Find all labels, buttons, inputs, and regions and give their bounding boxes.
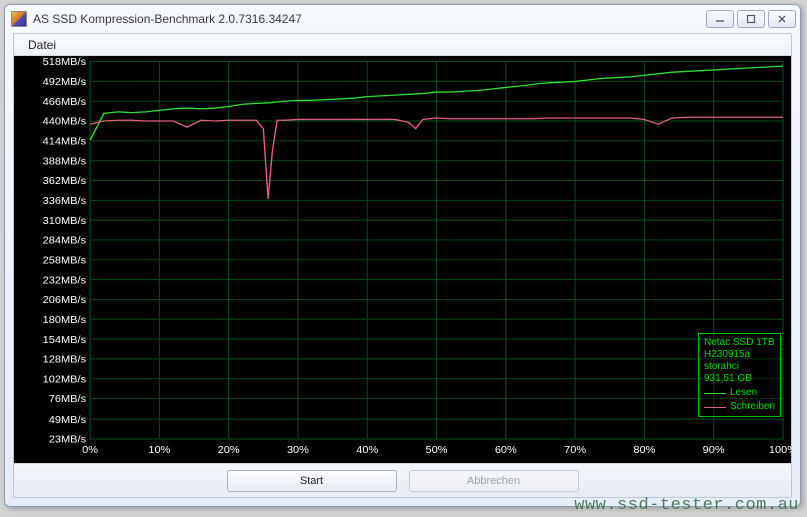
svg-text:336MB/s: 336MB/s — [43, 195, 86, 207]
svg-text:466MB/s: 466MB/s — [43, 96, 86, 108]
svg-text:76MB/s: 76MB/s — [49, 394, 86, 406]
svg-text:70%: 70% — [564, 444, 587, 456]
svg-text:362MB/s: 362MB/s — [43, 176, 86, 188]
svg-text:10%: 10% — [148, 444, 171, 456]
svg-text:128MB/s: 128MB/s — [43, 354, 86, 366]
close-icon — [777, 14, 787, 24]
svg-text:440MB/s: 440MB/s — [43, 116, 86, 128]
info-device-name: Netac SSD 1TB — [704, 337, 775, 349]
minimize-button[interactable] — [706, 10, 734, 28]
svg-text:100%: 100% — [769, 444, 791, 456]
svg-text:258MB/s: 258MB/s — [43, 255, 86, 267]
watermark: www.ssd-tester.com.au — [574, 496, 799, 515]
svg-text:154MB/s: 154MB/s — [43, 334, 86, 346]
info-capacity: 931,51 GB — [704, 373, 775, 385]
minimize-icon — [715, 14, 725, 24]
svg-text:310MB/s: 310MB/s — [43, 215, 86, 227]
legend-write-label: Schreiben — [730, 401, 775, 413]
svg-text:414MB/s: 414MB/s — [43, 136, 86, 148]
svg-text:40%: 40% — [356, 444, 379, 456]
svg-text:90%: 90% — [703, 444, 726, 456]
svg-text:180MB/s: 180MB/s — [43, 314, 86, 326]
info-device-serial: H230915a — [704, 349, 775, 361]
start-button[interactable]: Start — [227, 470, 397, 492]
svg-text:0%: 0% — [82, 444, 99, 456]
svg-text:206MB/s: 206MB/s — [43, 294, 86, 306]
legend-write: Schreiben — [704, 401, 775, 413]
window-title: AS SSD Kompression-Benchmark 2.0.7316.34… — [33, 12, 703, 26]
legend-write-swatch — [704, 407, 726, 408]
info-driver: storahci — [704, 361, 775, 373]
abort-button[interactable]: Abbrechen — [409, 470, 579, 492]
menubar: Datei — [14, 34, 791, 56]
legend-read-label: Lesen — [730, 387, 757, 399]
legend-read: Lesen — [704, 387, 775, 399]
menu-file[interactable]: Datei — [20, 36, 64, 54]
svg-text:102MB/s: 102MB/s — [43, 374, 86, 386]
svg-text:80%: 80% — [633, 444, 656, 456]
maximize-button[interactable] — [737, 10, 765, 28]
svg-text:518MB/s: 518MB/s — [43, 57, 86, 69]
app-window: AS SSD Kompression-Benchmark 2.0.7316.34… — [4, 4, 801, 507]
chart-area: 23MB/s 49MB/s 76MB/s 102MB/s 128MB/s 154MB/s 1… — [14, 56, 791, 463]
titlebar: AS SSD Kompression-Benchmark 2.0.7316.34… — [5, 5, 800, 33]
device-info-box: Netac SSD 1TB H230915a storahci 931,51 G… — [698, 333, 781, 417]
svg-text:60%: 60% — [495, 444, 518, 456]
client-area: Datei 23MB/s 49MB/s 76MB/s 102MB/s 128MB/s 15… — [13, 33, 792, 498]
svg-text:492MB/s: 492MB/s — [43, 76, 86, 88]
buttons-row: Start Abbrechen — [14, 463, 791, 497]
app-icon — [11, 11, 27, 27]
svg-text:49MB/s: 49MB/s — [49, 414, 86, 426]
svg-text:20%: 20% — [218, 444, 241, 456]
svg-text:232MB/s: 232MB/s — [43, 275, 86, 287]
compression-chart: 23MB/s 49MB/s 76MB/s 102MB/s 128MB/s 154MB/s 1… — [14, 56, 791, 463]
svg-text:30%: 30% — [287, 444, 310, 456]
svg-text:50%: 50% — [426, 444, 449, 456]
svg-text:284MB/s: 284MB/s — [43, 235, 86, 247]
maximize-icon — [746, 14, 756, 24]
legend-read-swatch — [704, 393, 726, 394]
close-button[interactable] — [768, 10, 796, 28]
svg-text:388MB/s: 388MB/s — [43, 156, 86, 168]
svg-text:23MB/s: 23MB/s — [49, 434, 86, 446]
